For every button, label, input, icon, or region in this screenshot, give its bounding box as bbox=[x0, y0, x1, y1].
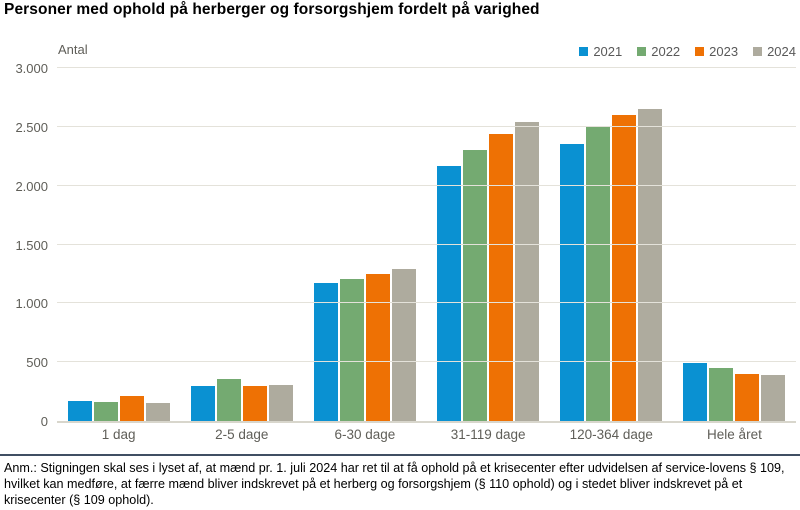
bar-2023-6-30-dage bbox=[365, 274, 390, 421]
bar-2023-1-dag bbox=[119, 396, 144, 421]
bar-group-120-364-dage bbox=[550, 68, 673, 421]
x-tick-label: 120-364 dage bbox=[569, 427, 653, 442]
legend: 2021 2022 2023 2024 bbox=[579, 44, 796, 59]
y-tick-label: 1.000 bbox=[15, 296, 48, 312]
legend-label: 2021 bbox=[593, 44, 623, 59]
y-tick-label: 500 bbox=[26, 355, 48, 371]
bar-group-31-119-dage bbox=[427, 68, 550, 421]
x-tick-label: 1 dag bbox=[101, 427, 136, 442]
gridline bbox=[57, 125, 796, 127]
bar-group-6-30-dage bbox=[303, 68, 426, 421]
legend-item-2024: 2024 bbox=[753, 44, 796, 59]
bar-2024-6-30-dage bbox=[391, 269, 416, 421]
chart-title: Personer med ophold på herberger og fors… bbox=[4, 1, 540, 18]
x-tick-label: 2-5 dage bbox=[215, 427, 269, 442]
legend-label: 2023 bbox=[709, 44, 739, 59]
bar-2023-120-364-dage bbox=[612, 115, 637, 421]
x-tick-label: 31-119 dage bbox=[450, 427, 526, 442]
bar-groups bbox=[57, 68, 796, 421]
x-axis-line bbox=[57, 421, 796, 423]
bar-2024-hele-året bbox=[761, 375, 786, 421]
bar-group-2-5-dage bbox=[180, 68, 303, 421]
bar-2023-31-119-dage bbox=[489, 134, 514, 421]
gridline bbox=[57, 361, 796, 363]
bar-2022-hele-året bbox=[709, 368, 734, 421]
legend-item-2022: 2022 bbox=[637, 44, 680, 59]
plot-area bbox=[57, 67, 796, 423]
legend-swatch-2021 bbox=[579, 47, 589, 56]
y-tick-label: 2.500 bbox=[15, 119, 48, 135]
y-axis-tick-labels: 0 500 1.000 1.500 2.000 2.500 3.000 bbox=[0, 61, 48, 429]
y-tick-label: 3.000 bbox=[15, 61, 48, 76]
bar-2021-1-dag bbox=[67, 401, 92, 421]
footnote-text: Anm.: Stigningen skal ses i lyset af, at… bbox=[4, 461, 785, 507]
bar-group-1-dag bbox=[57, 68, 180, 421]
gridline bbox=[57, 302, 796, 304]
bar-2023-hele-året bbox=[735, 374, 760, 421]
gridline bbox=[57, 243, 796, 245]
bar-2021-31-119-dage bbox=[437, 166, 462, 421]
y-axis-unit-label: Antal bbox=[58, 42, 88, 57]
bar-2022-31-119-dage bbox=[463, 150, 488, 421]
gridline bbox=[57, 67, 796, 68]
legend-swatch-2022 bbox=[637, 47, 647, 56]
bar-2021-6-30-dage bbox=[313, 283, 338, 421]
bar-2022-120-364-dage bbox=[586, 127, 611, 421]
y-tick-label: 1.500 bbox=[15, 237, 48, 253]
x-tick-label: 6-30 dage bbox=[334, 427, 396, 442]
bar-2021-hele-året bbox=[683, 363, 708, 421]
bar-2024-31-119-dage bbox=[515, 122, 540, 421]
x-axis-tick-labels: 1 dag 2-5 dage 6-30 dage 31-119 dage 120-364… bbox=[57, 427, 796, 442]
bar-2021-120-364-dage bbox=[560, 144, 585, 421]
legend-item-2023: 2023 bbox=[695, 44, 738, 59]
footnote-separator-line bbox=[0, 454, 800, 456]
x-tick-label: Hele året bbox=[707, 427, 762, 442]
bar-2023-2-5-dage bbox=[242, 386, 267, 421]
bar-2021-2-5-dage bbox=[190, 386, 215, 421]
bar-2022-6-30-dage bbox=[339, 279, 364, 421]
y-tick-label: 0 bbox=[40, 414, 48, 429]
bar-2024-1-dag bbox=[145, 403, 170, 421]
legend-swatch-2024 bbox=[753, 47, 763, 56]
y-tick-label: 2.000 bbox=[15, 178, 48, 194]
gridline bbox=[57, 184, 796, 186]
legend-label: 2022 bbox=[651, 44, 681, 59]
bar-2024-120-364-dage bbox=[638, 109, 663, 421]
legend-swatch-2023 bbox=[695, 47, 705, 56]
legend-item-2021: 2021 bbox=[579, 44, 622, 59]
bar-2024-2-5-dage bbox=[268, 385, 293, 421]
bar-2022-2-5-dage bbox=[216, 379, 241, 421]
legend-label: 2024 bbox=[767, 44, 796, 59]
bar-2022-1-dag bbox=[93, 402, 118, 421]
bar-group-hele-året bbox=[673, 68, 796, 421]
